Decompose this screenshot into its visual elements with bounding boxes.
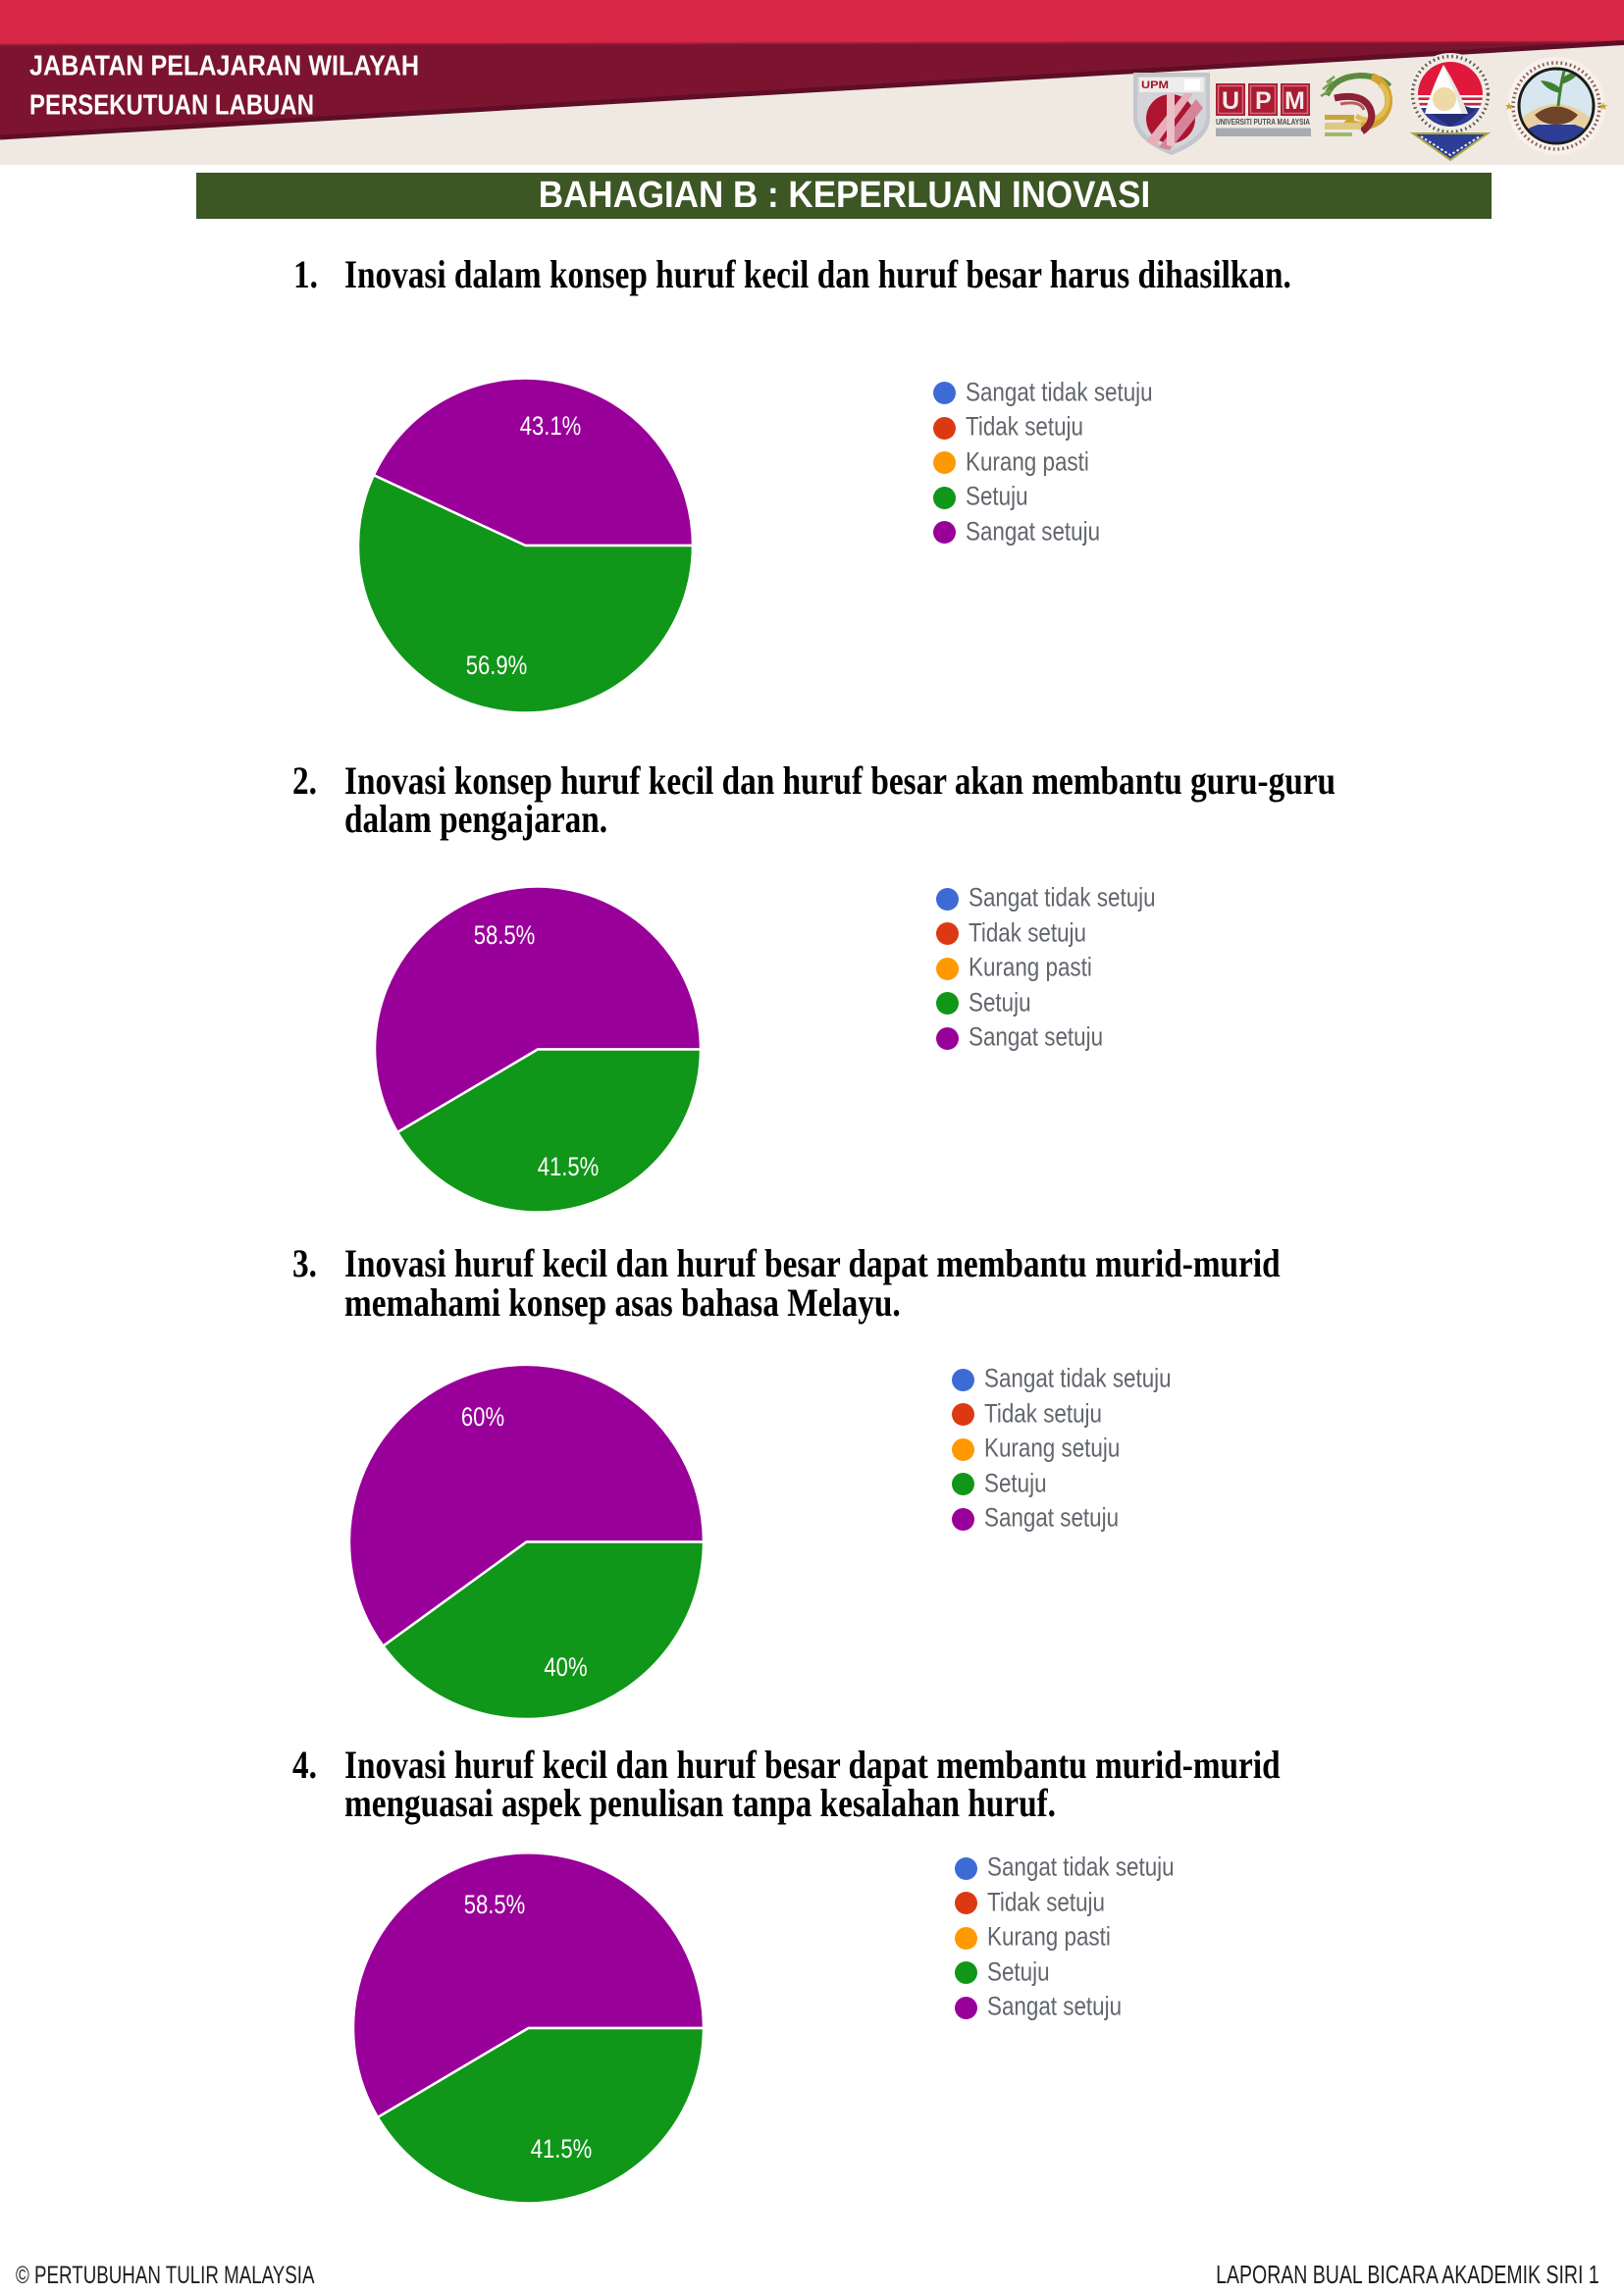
svg-text:★: ★	[1598, 101, 1608, 113]
svg-text:58.5%: 58.5%	[464, 1890, 526, 1919]
svg-text:UPM: UPM	[1141, 79, 1169, 91]
svg-text:41.5%: 41.5%	[538, 1152, 600, 1181]
svg-text:P: P	[1255, 87, 1272, 115]
svg-text:JABATAN PELAJARAN WILAYAH: JABATAN PELAJARAN WILAYAH	[29, 51, 419, 82]
svg-text:40%: 40%	[544, 1652, 587, 1682]
svg-text:UNIVERSITI PUTRA MALAYSIA: UNIVERSITI PUTRA MALAYSIA	[1216, 118, 1310, 127]
svg-text:PERSEKUTUAN LABUAN: PERSEKUTUAN LABUAN	[29, 90, 314, 122]
svg-text:★: ★	[1504, 101, 1514, 113]
svg-text:U: U	[1222, 87, 1239, 115]
svg-text:41.5%: 41.5%	[531, 2134, 593, 2164]
svg-text:60%: 60%	[461, 1402, 504, 1432]
svg-text:58.5%: 58.5%	[474, 920, 536, 950]
svg-text:M: M	[1284, 87, 1305, 115]
svg-text:56.9%: 56.9%	[466, 651, 528, 680]
svg-text:43.1%: 43.1%	[520, 411, 582, 441]
